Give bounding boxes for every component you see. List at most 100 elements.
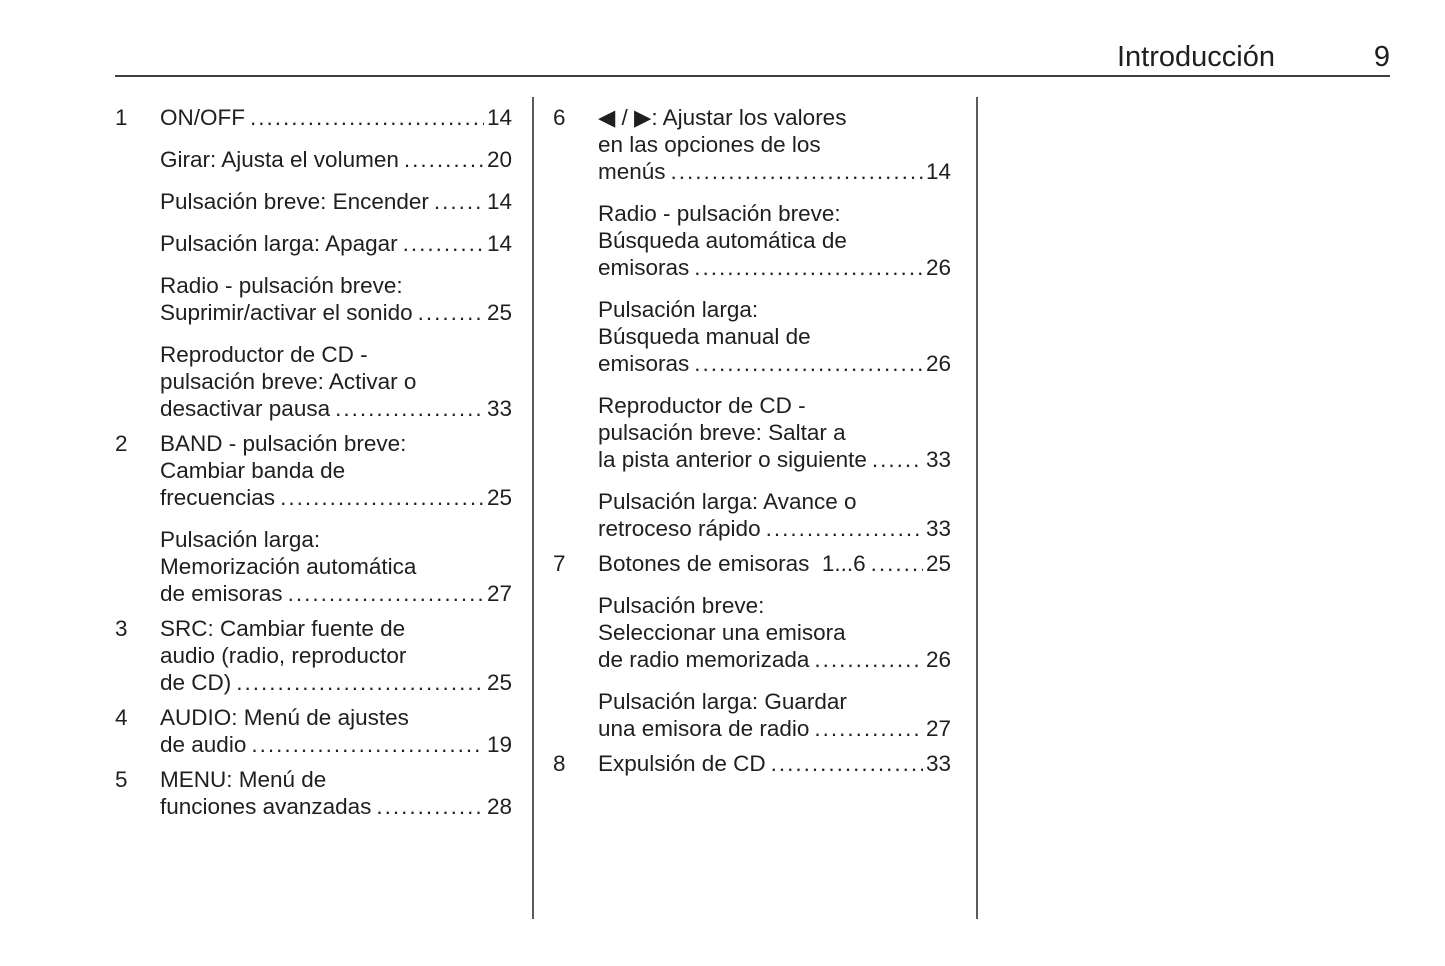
toc-entry: Pulsación larga: Memorización automática d… bbox=[115, 526, 512, 607]
toc-entry: Pulsación breve: Encender...............… bbox=[115, 188, 512, 215]
entry-last-line: retroceso rápido........................… bbox=[598, 515, 951, 542]
entry-page-ref: 26 bbox=[925, 647, 951, 672]
page-number: 9 bbox=[1373, 41, 1390, 73]
entry-page-ref: 28 bbox=[486, 794, 512, 819]
dot-leader: ........................................… bbox=[814, 716, 923, 741]
page-title: Introducción bbox=[1117, 41, 1275, 73]
column-divider-2 bbox=[976, 97, 978, 919]
entry-last-line: de radio memorizada.....................… bbox=[598, 646, 951, 673]
toc-entry: 3 SRC: Cambiar fuente de audio (radio, rep… bbox=[115, 615, 512, 696]
toc-entry: 6 ◀ / ▶: Ajustar los valores en las opcion… bbox=[553, 104, 951, 185]
entry-text: emisoras bbox=[598, 351, 690, 376]
entry-line: Memorización automática bbox=[160, 554, 417, 579]
entry-page-ref: 33 bbox=[925, 447, 951, 472]
entry-number: 6 bbox=[553, 105, 566, 130]
entry-line: Reproductor de CD - bbox=[598, 393, 806, 418]
toc-entry: Pulsación larga: Avance o retroceso rápid… bbox=[553, 488, 951, 542]
entry-line: Radio - pulsación breve: bbox=[598, 201, 841, 226]
entry-line: pulsación breve: Activar o bbox=[160, 369, 417, 394]
entry-page-ref: 14 bbox=[486, 105, 512, 130]
entry-page-ref: 19 bbox=[486, 732, 512, 757]
entry-text: de radio memorizada bbox=[598, 647, 810, 672]
dot-leader: ........................................… bbox=[287, 581, 484, 606]
entry-text: Pulsación larga: Apagar bbox=[160, 231, 398, 256]
entry-last-line: Botones de emisoras 1...6...............… bbox=[598, 550, 951, 577]
dot-leader: ........................................… bbox=[694, 255, 923, 280]
entry-number: 3 bbox=[115, 616, 128, 641]
entry-last-line: de CD)..................................… bbox=[160, 669, 512, 696]
dot-leader: ........................................… bbox=[871, 447, 923, 472]
entry-last-line: una emisora de radio....................… bbox=[598, 715, 951, 742]
column-divider-1 bbox=[532, 97, 534, 919]
entry-page-ref: 20 bbox=[486, 147, 512, 172]
entry-page-ref: 14 bbox=[486, 231, 512, 256]
toc-entry: Girar: Ajusta el volumen................… bbox=[115, 146, 512, 173]
entry-number: 8 bbox=[553, 751, 566, 776]
entry-page-ref: 25 bbox=[486, 485, 512, 510]
toc-entry: 7 Botones de emisoras 1...6..............… bbox=[553, 550, 951, 577]
entry-last-line: la pista anterior o siguiente...........… bbox=[598, 446, 951, 473]
entry-number: 5 bbox=[115, 767, 128, 792]
entry-text: una emisora de radio bbox=[598, 716, 810, 741]
entry-text: Pulsación breve: Encender bbox=[160, 189, 429, 214]
entry-last-line: emisoras................................… bbox=[598, 254, 951, 281]
entry-line: Cambiar banda de bbox=[160, 458, 346, 483]
entry-line: Pulsación larga: Guardar bbox=[598, 689, 847, 714]
entry-text: desactivar pausa bbox=[160, 396, 331, 421]
toc-entry: Radio - pulsación breve: Búsqueda automát… bbox=[553, 200, 951, 281]
entry-last-line: desactivar pausa........................… bbox=[160, 395, 512, 422]
dot-leader: ........................................… bbox=[403, 147, 484, 172]
entry-text: de CD) bbox=[160, 670, 232, 695]
entry-last-line: de emisoras.............................… bbox=[160, 580, 512, 607]
entry-page-ref: 26 bbox=[925, 255, 951, 280]
entry-page-ref: 33 bbox=[925, 516, 951, 541]
entry-page-ref: 26 bbox=[925, 351, 951, 376]
toc-entry: Pulsación larga: Apagar.................… bbox=[115, 230, 512, 257]
entry-number: 7 bbox=[553, 551, 566, 576]
entry-page-ref: 14 bbox=[486, 189, 512, 214]
entry-page-ref: 33 bbox=[925, 751, 951, 776]
dot-leader: ........................................… bbox=[694, 351, 923, 376]
toc-entry: 8 Expulsión de CD........................… bbox=[553, 750, 951, 777]
entry-text: funciones avanzadas bbox=[160, 794, 372, 819]
toc-entry: Pulsación larga: Guardar una emisora de r… bbox=[553, 688, 951, 742]
entry-line: Pulsación larga: bbox=[160, 527, 321, 552]
toc-column-right: 6 ◀ / ▶: Ajustar los valores en las opcion… bbox=[553, 104, 951, 777]
dot-leader: ........................................… bbox=[236, 670, 484, 695]
toc-entry: Reproductor de CD - pulsación breve: Acti… bbox=[115, 341, 512, 422]
entry-last-line: Pulsación breve: Encender...............… bbox=[160, 188, 512, 215]
toc-entry: Radio - pulsación breve: Suprimir/activar… bbox=[115, 272, 512, 326]
dot-leader: ........................................… bbox=[433, 189, 484, 214]
entry-line: BAND - pulsación breve: bbox=[160, 431, 407, 456]
entry-line: Búsqueda manual de bbox=[598, 324, 811, 349]
dot-leader: ........................................… bbox=[765, 516, 923, 541]
dot-leader: ........................................… bbox=[250, 105, 484, 130]
entry-text: retroceso rápido bbox=[598, 516, 761, 541]
entry-last-line: de audio................................… bbox=[160, 731, 512, 758]
entry-page-ref: 25 bbox=[486, 300, 512, 325]
entry-last-line: Suprimir/activar el sonido..............… bbox=[160, 299, 512, 326]
dot-leader: ........................................… bbox=[376, 794, 484, 819]
entry-last-line: menús...................................… bbox=[598, 158, 951, 185]
entry-line: Pulsación breve: bbox=[598, 593, 765, 618]
entry-last-line: Pulsación larga: Apagar.................… bbox=[160, 230, 512, 257]
entry-last-line: ON/OFF..................................… bbox=[160, 104, 512, 131]
entry-line: audio (radio, reproductor bbox=[160, 643, 407, 668]
entry-text: Expulsión de CD bbox=[598, 751, 766, 776]
entry-page-ref: 14 bbox=[925, 159, 951, 184]
entry-line: Pulsación larga: Avance o bbox=[598, 489, 857, 514]
entry-text: la pista anterior o siguiente bbox=[598, 447, 867, 472]
entry-page-ref: 27 bbox=[925, 716, 951, 741]
entry-text: emisoras bbox=[598, 255, 690, 280]
entry-text: frecuencias bbox=[160, 485, 276, 510]
dot-leader: ........................................… bbox=[770, 751, 923, 776]
header-rule bbox=[115, 75, 1390, 77]
entry-last-line: Expulsión de CD.........................… bbox=[598, 750, 951, 777]
entry-line: ◀ / ▶: Ajustar los valores bbox=[598, 105, 847, 130]
entry-text: de emisoras bbox=[160, 581, 283, 606]
dot-leader: ........................................… bbox=[870, 551, 923, 576]
entry-line: en las opciones de los bbox=[598, 132, 821, 157]
dot-leader: ........................................… bbox=[670, 159, 923, 184]
entry-page-ref: 33 bbox=[486, 396, 512, 421]
entry-line: Pulsación larga: bbox=[598, 297, 759, 322]
